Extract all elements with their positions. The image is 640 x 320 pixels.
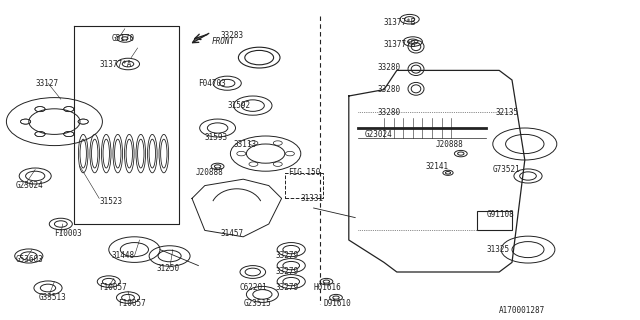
- Text: G5170: G5170: [112, 34, 135, 43]
- Text: 33279: 33279: [275, 252, 298, 260]
- Text: G23024: G23024: [16, 181, 44, 190]
- Text: 31457: 31457: [221, 229, 244, 238]
- Text: F10057: F10057: [118, 300, 146, 308]
- Text: 33113: 33113: [234, 140, 257, 148]
- Text: 31523: 31523: [99, 197, 122, 206]
- Text: 33280: 33280: [378, 85, 401, 94]
- Text: 31448: 31448: [112, 252, 135, 260]
- Text: 31325: 31325: [486, 245, 509, 254]
- Text: A170001287: A170001287: [499, 306, 545, 315]
- Text: H01616: H01616: [314, 284, 341, 292]
- Text: 31377*A: 31377*A: [99, 60, 132, 68]
- Bar: [477, 211, 512, 230]
- Bar: [285, 173, 323, 198]
- Text: C62201: C62201: [240, 284, 268, 292]
- Text: 33127: 33127: [35, 79, 58, 88]
- Text: 31377*B: 31377*B: [384, 40, 417, 49]
- Text: 33280: 33280: [378, 63, 401, 72]
- Text: 32141: 32141: [426, 162, 449, 171]
- Text: 31250: 31250: [157, 264, 180, 273]
- Text: J20888: J20888: [435, 140, 463, 148]
- Text: G53603: G53603: [16, 255, 44, 264]
- Text: 33279: 33279: [275, 268, 298, 276]
- Text: D91610: D91610: [323, 300, 351, 308]
- Text: F10057: F10057: [99, 284, 127, 292]
- Text: G91108: G91108: [486, 210, 514, 219]
- Text: FIG.150: FIG.150: [288, 168, 321, 177]
- Text: 33279: 33279: [275, 284, 298, 292]
- Text: 32135: 32135: [496, 108, 519, 116]
- Text: G33513: G33513: [38, 293, 66, 302]
- Text: G23515: G23515: [243, 300, 271, 308]
- Text: G23024: G23024: [365, 130, 392, 139]
- Text: FRONT: FRONT: [211, 37, 234, 46]
- Text: J20888: J20888: [195, 168, 223, 177]
- Text: 33280: 33280: [378, 108, 401, 116]
- Text: G73521: G73521: [493, 165, 520, 174]
- Text: 31377*B: 31377*B: [384, 18, 417, 27]
- Text: 33283: 33283: [221, 31, 244, 40]
- Text: 31592: 31592: [227, 101, 250, 110]
- Text: F10003: F10003: [54, 229, 82, 238]
- Text: 31331: 31331: [301, 194, 324, 203]
- Text: F04703: F04703: [198, 79, 226, 88]
- Text: 31593: 31593: [205, 133, 228, 142]
